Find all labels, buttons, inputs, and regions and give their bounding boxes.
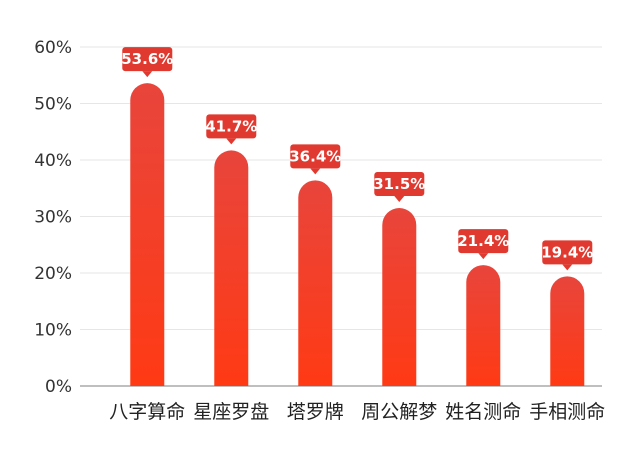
data-label-text: 41.7%	[205, 117, 257, 135]
y-tick-label: 60%	[34, 38, 72, 58]
data-label: 41.7%	[205, 114, 257, 145]
y-tick-label: 0%	[45, 377, 72, 397]
data-label: 19.4%	[541, 240, 593, 271]
bar	[214, 150, 249, 386]
data-label-pointer	[142, 71, 153, 78]
data-label: 53.6%	[121, 47, 173, 78]
data-labels: 53.6% 41.7% 36.4% 31.5% 21.4% 19.4%	[121, 47, 593, 271]
y-tick-label: 30%	[34, 208, 72, 228]
y-axis-ticks: 0% 10% 20% 30% 40% 50% 60%	[34, 38, 72, 397]
x-category-label: 周公解梦	[361, 401, 437, 423]
data-label-box	[542, 240, 593, 265]
data-label-text: 53.6%	[121, 50, 173, 68]
x-category-label: 星座罗盘	[193, 401, 269, 423]
x-category-label: 塔罗牌	[287, 401, 344, 423]
y-tick-label: 40%	[34, 151, 72, 171]
y-tick-label: 50%	[34, 95, 72, 115]
data-label: 21.4%	[457, 229, 509, 260]
bar	[382, 208, 417, 386]
y-tick-label: 20%	[34, 264, 72, 284]
bar	[466, 265, 501, 386]
x-category-label: 八字算命	[109, 401, 185, 423]
data-label-pointer	[310, 168, 321, 175]
bars	[130, 83, 585, 386]
bar	[130, 83, 165, 386]
x-axis-labels: 八字算命 星座罗盘 塔罗牌 周公解梦 姓名测命 手相测命	[109, 401, 605, 423]
x-category-label: 姓名测命	[445, 401, 521, 423]
data-label-pointer	[394, 196, 405, 203]
data-label-text: 19.4%	[541, 243, 593, 261]
data-label-text: 21.4%	[457, 232, 509, 250]
data-label-box	[122, 47, 173, 72]
data-label: 31.5%	[373, 172, 425, 203]
x-category-label: 手相测命	[529, 401, 605, 423]
y-tick-label: 10%	[34, 321, 72, 341]
bar	[550, 276, 585, 386]
data-label: 36.4%	[289, 144, 341, 175]
bar	[298, 180, 333, 386]
data-label-pointer	[226, 138, 237, 145]
data-label-box	[290, 144, 341, 169]
data-label-box	[458, 229, 509, 254]
data-label-box	[374, 172, 425, 197]
data-label-pointer	[478, 253, 489, 260]
data-label-text: 31.5%	[373, 175, 425, 193]
data-label-text: 36.4%	[289, 147, 341, 165]
grid-lines	[80, 46, 602, 387]
data-label-box	[206, 114, 257, 139]
data-label-pointer	[562, 264, 573, 271]
